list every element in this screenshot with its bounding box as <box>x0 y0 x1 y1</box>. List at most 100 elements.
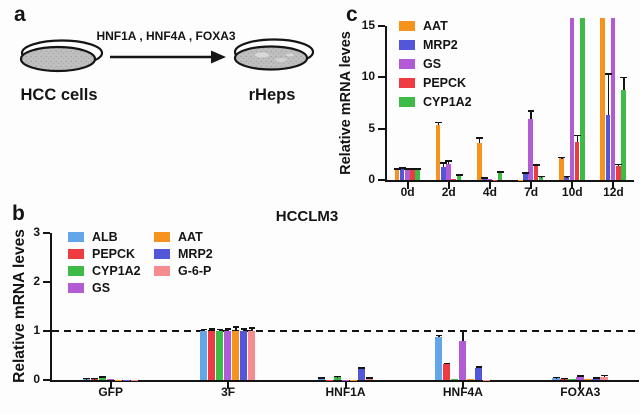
bar <box>600 376 608 380</box>
legend-label: CYP1A2 <box>92 264 141 278</box>
error-bar-cap <box>409 168 417 170</box>
error-bar <box>462 331 464 341</box>
bar <box>232 331 240 380</box>
arrow-icon <box>110 50 226 64</box>
error-bar-cap <box>99 376 107 378</box>
x-tick <box>488 182 491 189</box>
legend-swatch <box>399 97 415 107</box>
error-bar-cap <box>414 168 422 170</box>
y-tick <box>378 179 385 181</box>
legend-item: ALB <box>68 230 118 244</box>
error-bar <box>576 135 579 143</box>
error-bar-cap <box>475 366 483 369</box>
arrow-label: HNF1A , HNF4A , FOXA3 <box>96 29 236 43</box>
error-bar-cap <box>240 328 248 330</box>
y-tick <box>378 76 385 79</box>
error-bar <box>478 137 481 144</box>
x-tick-label: FOXA3 <box>560 385 601 399</box>
legend-item: GS <box>399 57 441 71</box>
error-bar-cap <box>435 334 443 337</box>
bar <box>317 378 325 380</box>
legend-item: G-6-P <box>154 264 211 278</box>
bar <box>569 17 575 180</box>
x-tick <box>344 382 347 389</box>
panel-c-plot-area: 0 5 10 15 0d 2d 4d 7d 10d 12d AAT MRP2 GS PEPCK CYP1A2 <box>362 17 634 199</box>
error-bar-cap <box>224 328 232 330</box>
x-tick <box>227 382 230 389</box>
legend-label: GS <box>423 57 442 71</box>
error-bar-cap <box>440 162 447 164</box>
legend-item: MRP2 <box>154 247 213 261</box>
error-bar-cap <box>334 375 341 378</box>
y-tick <box>43 232 50 234</box>
legend-item: CYP1A2 <box>399 95 472 109</box>
error-bar-cap <box>393 168 401 170</box>
error-bar-cap <box>538 175 545 178</box>
y-tick-label: 0 <box>368 172 375 186</box>
legend-label: MRP2 <box>423 38 458 52</box>
bar <box>82 379 91 380</box>
legend-label: MRP2 <box>178 247 213 261</box>
error-bar <box>448 161 450 164</box>
error-bar-cap <box>574 134 581 137</box>
legend-item: GS <box>68 281 110 295</box>
x-tick-label: 2d <box>441 185 456 199</box>
bar <box>497 172 503 180</box>
x-tick <box>571 182 574 189</box>
bar <box>605 115 611 180</box>
bar <box>446 163 451 180</box>
panel-c-label: c <box>346 3 358 26</box>
bar <box>200 331 208 380</box>
y-tick <box>43 281 50 283</box>
x-tick <box>406 182 409 189</box>
bar <box>564 176 570 180</box>
legend-swatch <box>68 231 84 243</box>
legend-swatch <box>68 265 84 277</box>
hcc-cells-label: HCC cells <box>20 86 98 104</box>
error-bar <box>530 111 532 120</box>
error-bar-cap <box>366 377 373 379</box>
error-bar-cap <box>404 167 411 170</box>
bar <box>518 179 523 180</box>
bar <box>552 378 560 380</box>
bar <box>90 379 99 380</box>
error-bar-cap <box>459 330 467 332</box>
legend-swatch <box>399 40 415 50</box>
bar <box>442 364 451 380</box>
legend-label: CYP1A2 <box>423 95 472 109</box>
x-tick-label: 3F <box>221 385 236 399</box>
bar <box>574 142 580 180</box>
bar <box>456 175 462 180</box>
legend-label: PEPCK <box>92 247 136 261</box>
error-bar-cap <box>216 328 224 331</box>
bar <box>523 173 528 180</box>
error-bar-cap <box>496 171 504 173</box>
error-bar-cap <box>532 164 540 166</box>
bar <box>415 169 420 180</box>
legend-label: PEPCK <box>423 76 467 90</box>
bar <box>533 166 539 180</box>
bar <box>357 369 365 380</box>
bar <box>451 179 456 180</box>
panel-b-title: HCCLM3 <box>275 208 339 225</box>
bar <box>458 340 467 380</box>
x-tick <box>109 382 112 389</box>
x-tick-label: 7d <box>524 185 539 199</box>
error-bar-cap <box>522 172 530 174</box>
y-tick-label: 15 <box>361 18 375 32</box>
error-bar-cap <box>592 377 600 379</box>
x-tick-label: 4d <box>482 185 497 199</box>
petri-dish-right-icon <box>233 38 315 71</box>
x-tick-label: 12d <box>603 185 624 199</box>
bar <box>616 165 621 180</box>
bar <box>568 379 576 380</box>
bar <box>333 377 341 380</box>
error-bar-cap <box>232 326 240 328</box>
error-bar <box>442 163 445 167</box>
bar <box>224 331 232 380</box>
error-bar-cap <box>434 121 442 124</box>
error-bar-cap <box>455 174 463 176</box>
legend-item: MRP2 <box>399 38 458 52</box>
bar <box>399 168 405 180</box>
